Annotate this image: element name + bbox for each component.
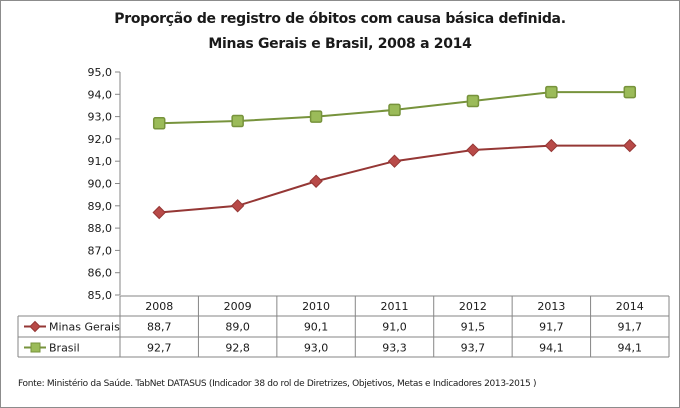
data-point-marker (544, 138, 559, 153)
y-tick-labels: 85,0 86,0 87,0 88,0 89,0 90,0 91,0 92,0 93,0 94,0… (88, 66, 113, 302)
data-point-marker (545, 85, 558, 99)
data-point-marker (231, 114, 244, 128)
x-tick-label: 2011 (381, 300, 409, 313)
y-tick-label: 85,0 (88, 289, 113, 302)
legend-label: Minas Gerais (49, 321, 120, 334)
data-point-marker (466, 94, 480, 108)
data-label: 88,7 (147, 321, 172, 334)
data-point-marker (388, 103, 401, 117)
data-label: 90,1 (304, 321, 329, 334)
data-table: 2008 2009 2010 2011 2012 2013 2014 Minas Gerais… (17, 295, 670, 358)
data-point-marker (309, 174, 323, 188)
y-tick-label: 95,0 (88, 66, 113, 79)
data-point-marker (152, 205, 166, 220)
data-label: 93,0 (304, 342, 329, 355)
x-tick-label: 2014 (616, 300, 644, 313)
y-tick-label: 89,0 (88, 200, 113, 213)
y-tick-label: 94,0 (88, 88, 113, 101)
data-point-marker (466, 143, 480, 157)
data-label: 91,5 (461, 321, 486, 334)
data-label: 94,1 (618, 342, 643, 355)
y-tick-label: 92,0 (88, 133, 113, 146)
y-tick-label: 87,0 (88, 244, 113, 257)
data-point-marker (623, 138, 637, 153)
x-tick-label: 2010 (302, 300, 330, 313)
source-note: Fonte: Ministério da Saúde. TabNet DATAS… (18, 379, 537, 389)
legend-marker-diamond-icon (29, 320, 41, 333)
data-label: 91,7 (539, 321, 564, 334)
data-label: 91,0 (382, 321, 407, 334)
x-tick-label: 2009 (224, 300, 252, 313)
data-label: 92,7 (147, 342, 172, 355)
legend-marker-square-icon (30, 342, 41, 353)
data-point-marker (623, 85, 637, 99)
data-point-marker (152, 117, 166, 130)
chart-title: Proporção de registro de óbitos com caus… (114, 11, 566, 27)
chart-subtitle: Minas Gerais e Brasil, 2008 a 2014 (208, 36, 472, 52)
data-label: 93,7 (461, 342, 486, 355)
x-tick-label: 2008 (145, 300, 173, 313)
legend-label: Brasil (49, 342, 80, 355)
data-label: 93,3 (382, 342, 407, 355)
data-point-marker (230, 199, 245, 213)
y-tick-label: 93,0 (88, 111, 113, 124)
series-markers (152, 85, 637, 220)
data-label: 92,8 (225, 342, 250, 355)
data-point-marker (387, 154, 402, 168)
data-label: 94,1 (539, 342, 564, 355)
y-tick-label: 88,0 (88, 222, 113, 235)
data-label: 91,7 (618, 321, 643, 334)
data-label: 89,0 (225, 321, 250, 334)
x-tick-label: 2012 (459, 300, 487, 313)
y-tick-label: 91,0 (88, 155, 113, 168)
y-tick-label: 86,0 (88, 267, 113, 280)
data-point-marker (309, 110, 323, 123)
x-tick-label: 2013 (537, 300, 565, 313)
y-tick-label: 90,0 (88, 178, 113, 191)
axes (115, 71, 121, 296)
